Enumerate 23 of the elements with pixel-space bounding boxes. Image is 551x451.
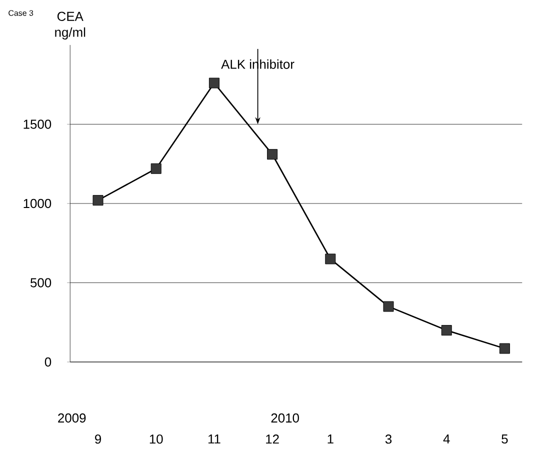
text: 2010 xyxy=(271,413,299,423)
y-tick-label: 1500 xyxy=(24,120,52,129)
x-tick-label: 5 xyxy=(502,434,508,444)
point xyxy=(325,254,336,264)
y-axis-title: CEA ng/ml xyxy=(55,12,86,40)
point xyxy=(208,78,220,88)
point xyxy=(150,163,162,174)
text: 2009 xyxy=(58,413,86,423)
x-tick-label: 9 xyxy=(95,434,101,444)
point xyxy=(499,343,510,354)
x-tick-label: 10 xyxy=(150,434,163,444)
x-tick-label: 4 xyxy=(443,434,450,444)
point xyxy=(441,325,452,336)
x-tick-label: 11 xyxy=(208,434,220,444)
y-tick-label: 500 xyxy=(30,278,52,288)
y-tick-label: 0 xyxy=(44,357,52,367)
y-tick-label: 1000 xyxy=(24,198,52,208)
point xyxy=(267,149,278,160)
point xyxy=(92,195,104,206)
x-tick-label: 12 xyxy=(266,434,279,444)
x-tick-label: 3 xyxy=(385,434,392,444)
x-tick-label: 1 xyxy=(328,434,334,444)
point xyxy=(383,301,394,312)
